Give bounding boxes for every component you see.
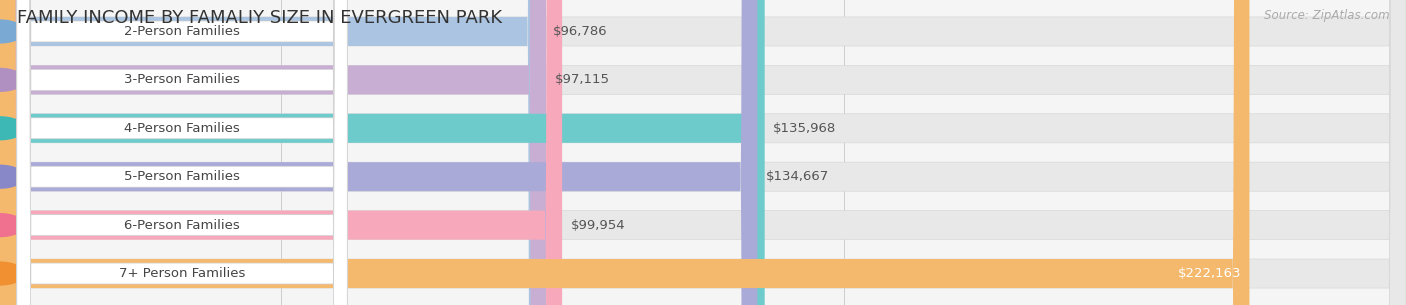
Text: FAMILY INCOME BY FAMALIY SIZE IN EVERGREEN PARK: FAMILY INCOME BY FAMALIY SIZE IN EVERGRE… <box>17 9 502 27</box>
FancyBboxPatch shape <box>0 0 562 305</box>
FancyBboxPatch shape <box>0 0 546 305</box>
Ellipse shape <box>0 116 25 140</box>
FancyBboxPatch shape <box>0 0 1250 305</box>
Ellipse shape <box>0 261 25 286</box>
Ellipse shape <box>0 213 25 237</box>
FancyBboxPatch shape <box>17 0 347 305</box>
Text: $222,163: $222,163 <box>1177 267 1241 280</box>
FancyBboxPatch shape <box>0 0 765 305</box>
Text: 5-Person Families: 5-Person Families <box>124 170 240 183</box>
FancyBboxPatch shape <box>17 0 347 305</box>
Text: $134,667: $134,667 <box>766 170 830 183</box>
Text: 6-Person Families: 6-Person Families <box>124 219 240 231</box>
FancyBboxPatch shape <box>0 0 544 305</box>
Text: $99,954: $99,954 <box>571 219 626 231</box>
Ellipse shape <box>0 165 25 189</box>
FancyBboxPatch shape <box>17 0 347 305</box>
FancyBboxPatch shape <box>17 0 347 305</box>
Ellipse shape <box>0 19 25 44</box>
FancyBboxPatch shape <box>17 0 347 305</box>
Text: $97,115: $97,115 <box>554 74 610 86</box>
Text: 7+ Person Families: 7+ Person Families <box>120 267 245 280</box>
Text: $135,968: $135,968 <box>773 122 837 135</box>
FancyBboxPatch shape <box>0 0 758 305</box>
Text: 3-Person Families: 3-Person Families <box>124 74 240 86</box>
Text: $96,786: $96,786 <box>553 25 607 38</box>
Ellipse shape <box>0 68 25 92</box>
FancyBboxPatch shape <box>17 0 347 305</box>
Text: 2-Person Families: 2-Person Families <box>124 25 240 38</box>
Text: 4-Person Families: 4-Person Families <box>124 122 240 135</box>
Text: Source: ZipAtlas.com: Source: ZipAtlas.com <box>1264 9 1389 22</box>
